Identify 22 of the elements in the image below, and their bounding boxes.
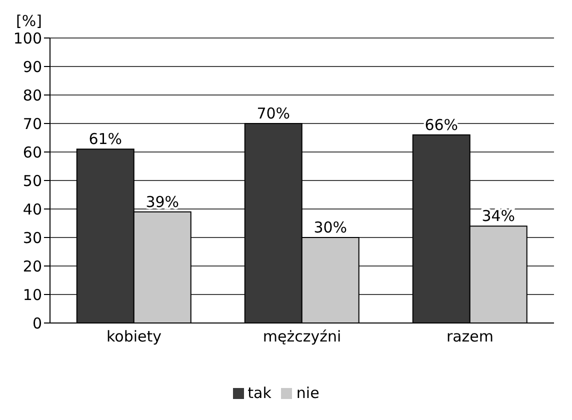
- y-tick-label: 100: [13, 29, 42, 48]
- y-tick-label: 50: [22, 172, 42, 190]
- legend-label: nie: [296, 384, 320, 402]
- y-tick-label: 10: [22, 286, 42, 304]
- data-label: 39%: [146, 192, 180, 211]
- data-label: 34%: [482, 207, 516, 226]
- y-tick-label: 90: [22, 58, 42, 76]
- x-tick-label: kobiety: [106, 328, 162, 346]
- data-label: 30%: [314, 218, 348, 236]
- y-tick-label: 80: [22, 86, 42, 104]
- data-label: 70%: [256, 104, 290, 122]
- y-tick-label: 20: [22, 257, 42, 276]
- legend-label: tak: [248, 384, 272, 402]
- x-tick-label: mężczyźni: [262, 328, 342, 346]
- data-label: 61%: [88, 130, 122, 148]
- y-tick-label: 40: [22, 200, 42, 218]
- y-tick-label: 0: [32, 314, 42, 332]
- y-tick-label: 30: [22, 228, 42, 247]
- y-tick-label: 70: [22, 114, 42, 133]
- x-tick-label: razem: [446, 328, 494, 346]
- y-tick-label: 60: [22, 143, 42, 162]
- y-axis-title: [%]: [16, 12, 42, 30]
